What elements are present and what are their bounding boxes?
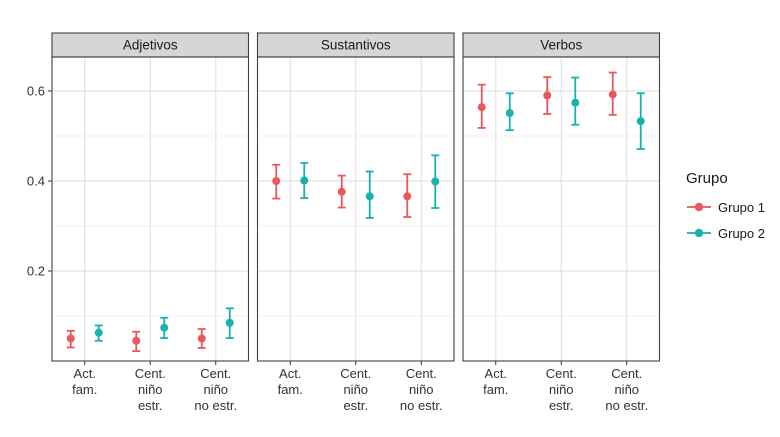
data-point xyxy=(225,318,234,327)
y-axis-tick-label: 0.4 xyxy=(27,174,45,189)
facet-strip-label: Verbos xyxy=(540,38,582,53)
data-point xyxy=(300,176,309,185)
pointrange-grupo-2 xyxy=(636,92,645,150)
facet-strip xyxy=(462,32,661,58)
pointrange-grupo-2 xyxy=(94,324,103,342)
data-point xyxy=(571,98,580,107)
legend-item-label: Grupo 2 xyxy=(718,225,765,241)
data-point xyxy=(477,103,486,112)
data-point xyxy=(160,323,169,332)
legend-item-label: Grupo 1 xyxy=(718,199,765,215)
data-point xyxy=(608,90,617,99)
pointrange-grupo-1 xyxy=(608,71,617,116)
pointrange-grupo-2 xyxy=(431,154,440,209)
x-axis-tick-label: Act. fam. xyxy=(483,366,508,397)
legend: Grupo Grupo 1 Grupo 2 xyxy=(686,170,765,246)
data-point xyxy=(337,187,346,196)
data-point xyxy=(505,109,514,118)
data-point xyxy=(66,334,75,343)
pointrange-grupo-2 xyxy=(505,92,514,132)
pointrange-grupo-2 xyxy=(160,316,169,339)
pointrange-grupo-1 xyxy=(543,76,552,115)
facet-strip-label: Adjetivos xyxy=(123,38,178,53)
pointrange-grupo-1 xyxy=(197,328,206,349)
pointrange-grupo-1 xyxy=(66,329,75,349)
legend-item-grupo-1: Grupo 1 xyxy=(686,194,765,220)
x-axis-tick-label: Act. fam. xyxy=(278,366,303,397)
legend-key-pointrange-icon xyxy=(687,228,711,238)
x-axis-tick-label: Cent. niño estr. xyxy=(340,366,371,413)
data-point xyxy=(197,334,206,343)
pointrange-grupo-1 xyxy=(477,83,486,129)
pointrange-grupo-1 xyxy=(272,163,281,200)
legend-key-pointrange-icon xyxy=(687,202,711,212)
legend-title: Grupo xyxy=(686,170,728,187)
pointrange-grupo-1 xyxy=(403,173,412,218)
x-axis-tick-label: Act. fam. xyxy=(72,366,97,397)
x-axis-tick-label: Cent. niño estr. xyxy=(135,366,166,413)
data-point xyxy=(431,177,440,186)
pointrange-grupo-1 xyxy=(132,330,141,353)
pointrange-grupo-2 xyxy=(225,307,234,339)
y-axis-tick-label: 0.6 xyxy=(27,84,45,99)
facet-strip-label: Sustantivos xyxy=(321,38,391,53)
pointrange-grupo-2 xyxy=(571,76,580,126)
pointrange-grupo-1 xyxy=(337,174,346,209)
pointrange-grupo-2 xyxy=(300,162,309,200)
data-point xyxy=(636,117,645,126)
data-point xyxy=(365,192,374,201)
y-axis-tick-label: 0.2 xyxy=(27,264,45,279)
facet-strip xyxy=(256,32,455,58)
data-point xyxy=(132,336,141,345)
data-point xyxy=(543,91,552,100)
x-axis-tick-label: Cent. niño estr. xyxy=(546,366,577,413)
data-point xyxy=(94,328,103,337)
legend-item-grupo-2: Grupo 2 xyxy=(686,220,765,246)
pointrange-grupo-2 xyxy=(365,170,374,219)
x-axis-tick-label: Cent. niño no estr. xyxy=(400,366,443,413)
facet-strip xyxy=(51,32,250,58)
x-axis-tick-label: Cent. niño no estr. xyxy=(605,366,648,413)
data-point xyxy=(403,192,412,201)
data-point xyxy=(272,177,281,185)
x-axis-tick-label: Cent. niño no estr. xyxy=(194,366,237,413)
